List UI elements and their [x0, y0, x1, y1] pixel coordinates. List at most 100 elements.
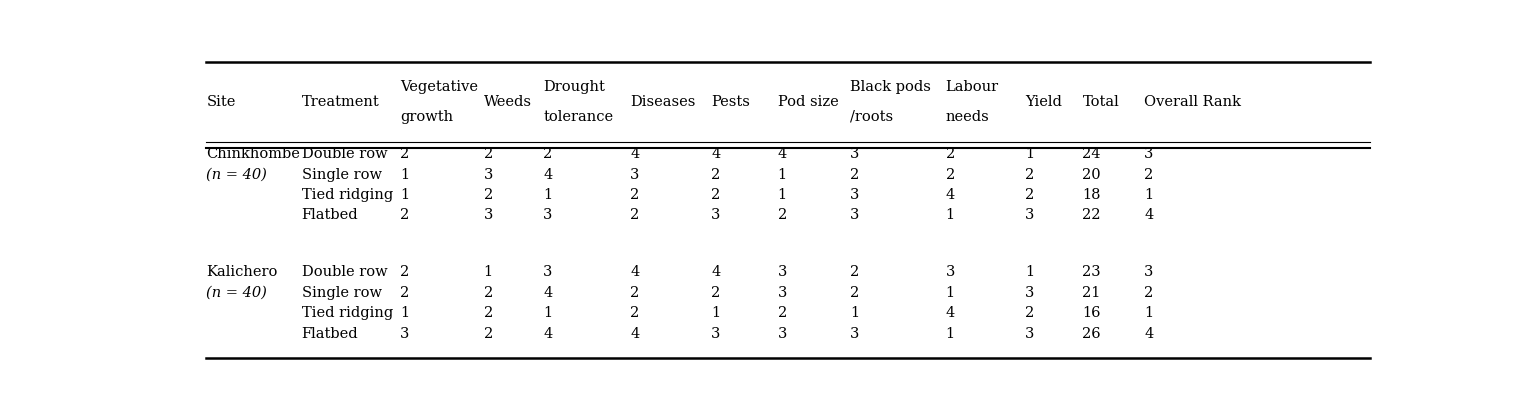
Text: 3: 3: [851, 326, 860, 340]
Text: 4: 4: [946, 306, 955, 319]
Text: 3: 3: [851, 208, 860, 222]
Text: 3: 3: [630, 167, 639, 181]
Text: Tied ridging: Tied ridging: [301, 306, 393, 319]
Text: 2: 2: [401, 265, 410, 279]
Text: 3: 3: [1144, 265, 1154, 279]
Text: 1: 1: [777, 187, 786, 201]
Text: 4: 4: [711, 265, 720, 279]
Text: 4: 4: [544, 285, 553, 299]
Text: 16: 16: [1083, 306, 1101, 319]
Text: Weeds: Weeds: [484, 94, 531, 108]
Text: 4: 4: [544, 167, 553, 181]
Text: 2: 2: [484, 147, 493, 161]
Text: 3: 3: [777, 285, 786, 299]
Text: 20: 20: [1083, 167, 1101, 181]
Text: 1: 1: [946, 208, 955, 222]
Text: 2: 2: [630, 187, 639, 201]
Text: 26: 26: [1083, 326, 1101, 340]
Text: 3: 3: [484, 167, 493, 181]
Text: 1: 1: [1026, 147, 1034, 161]
Text: 3: 3: [711, 326, 720, 340]
Text: 2: 2: [630, 208, 639, 222]
Text: Pests: Pests: [711, 94, 750, 108]
Text: 2: 2: [1144, 285, 1154, 299]
Text: 23: 23: [1083, 265, 1101, 279]
Text: 1: 1: [484, 265, 493, 279]
Text: 2: 2: [484, 326, 493, 340]
Text: (n = 40): (n = 40): [206, 167, 267, 181]
Text: 2: 2: [1026, 167, 1035, 181]
Text: 1: 1: [401, 306, 410, 319]
Text: 2: 2: [711, 285, 720, 299]
Text: 3: 3: [946, 265, 955, 279]
Text: 21: 21: [1083, 285, 1101, 299]
Text: 2: 2: [630, 285, 639, 299]
Text: Double row: Double row: [301, 147, 387, 161]
Text: 2: 2: [484, 306, 493, 319]
Text: 2: 2: [401, 147, 410, 161]
Text: Chinkhombe: Chinkhombe: [206, 147, 300, 161]
Text: 2: 2: [484, 285, 493, 299]
Text: Yield: Yield: [1026, 94, 1063, 108]
Text: 2: 2: [851, 265, 860, 279]
Text: Double row: Double row: [301, 265, 387, 279]
Text: 4: 4: [630, 326, 639, 340]
Text: 24: 24: [1083, 147, 1101, 161]
Text: Flatbed: Flatbed: [301, 208, 358, 222]
Text: 18: 18: [1083, 187, 1101, 201]
Text: 1: 1: [946, 285, 955, 299]
Text: Labour: Labour: [946, 80, 998, 94]
Text: 4: 4: [711, 147, 720, 161]
Text: 2: 2: [777, 306, 786, 319]
Text: 4: 4: [1144, 208, 1154, 222]
Text: 2: 2: [1144, 167, 1154, 181]
Text: 4: 4: [946, 187, 955, 201]
Text: 22: 22: [1083, 208, 1101, 222]
Text: 2: 2: [851, 167, 860, 181]
Text: 2: 2: [851, 285, 860, 299]
Text: 3: 3: [544, 265, 553, 279]
Text: Tied ridging: Tied ridging: [301, 187, 393, 201]
Text: 2: 2: [484, 187, 493, 201]
Text: Single row: Single row: [301, 285, 381, 299]
Text: 3: 3: [1026, 285, 1035, 299]
Text: 4: 4: [544, 326, 553, 340]
Text: 1: 1: [401, 167, 410, 181]
Text: 1: 1: [946, 326, 955, 340]
Text: 1: 1: [851, 306, 860, 319]
Text: 4: 4: [1144, 326, 1154, 340]
Text: 1: 1: [1026, 265, 1034, 279]
Text: 4: 4: [630, 147, 639, 161]
Text: Black pods: Black pods: [851, 80, 931, 94]
Text: Kalichero: Kalichero: [206, 265, 278, 279]
Text: 2: 2: [946, 147, 955, 161]
Text: 4: 4: [630, 265, 639, 279]
Text: 3: 3: [711, 208, 720, 222]
Text: 3: 3: [544, 208, 553, 222]
Text: 1: 1: [544, 187, 553, 201]
Text: 3: 3: [484, 208, 493, 222]
Text: 1: 1: [777, 167, 786, 181]
Text: 2: 2: [1026, 187, 1035, 201]
Text: (n = 40): (n = 40): [206, 285, 267, 299]
Text: 2: 2: [777, 208, 786, 222]
Text: 2: 2: [711, 167, 720, 181]
Text: 2: 2: [401, 285, 410, 299]
Text: Flatbed: Flatbed: [301, 326, 358, 340]
Text: 3: 3: [1026, 326, 1035, 340]
Text: 3: 3: [777, 265, 786, 279]
Text: 2: 2: [1026, 306, 1035, 319]
Text: needs: needs: [946, 110, 989, 124]
Text: 1: 1: [1144, 187, 1154, 201]
Text: 3: 3: [851, 187, 860, 201]
Text: 2: 2: [946, 167, 955, 181]
Text: 2: 2: [401, 208, 410, 222]
Text: 2: 2: [711, 187, 720, 201]
Text: 1: 1: [401, 187, 410, 201]
Text: 3: 3: [1144, 147, 1154, 161]
Text: 1: 1: [544, 306, 553, 319]
Text: 3: 3: [401, 326, 410, 340]
Text: Total: Total: [1083, 94, 1120, 108]
Text: 2: 2: [544, 147, 553, 161]
Text: 1: 1: [1144, 306, 1154, 319]
